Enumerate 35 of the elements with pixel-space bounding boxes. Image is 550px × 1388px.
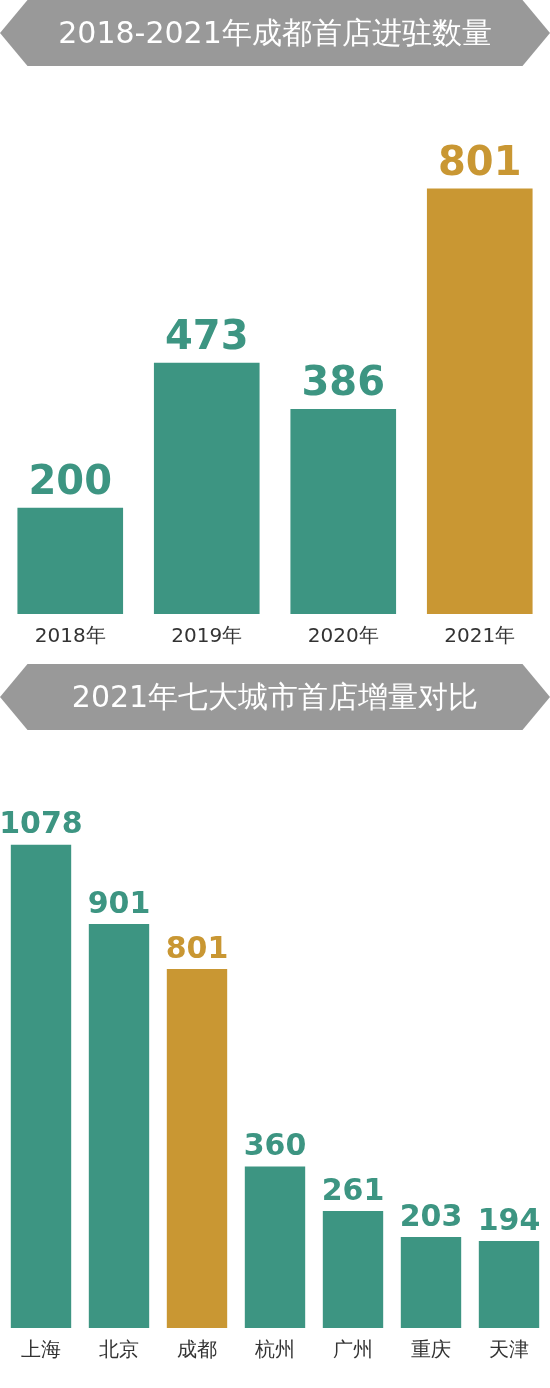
chart-title: 2018-2021年成都首店进驻数量 <box>0 0 550 66</box>
data-label: 200 <box>28 457 112 504</box>
data-label: 360 <box>243 1127 307 1163</box>
bar <box>153 362 260 614</box>
bar <box>244 1166 306 1328</box>
bar <box>322 1210 384 1328</box>
bar <box>166 968 228 1328</box>
x-tick-label: 2021年 <box>444 623 516 648</box>
data-label: 1078 <box>0 805 83 841</box>
x-tick-label: 北京 <box>99 1337 139 1362</box>
bar <box>290 408 397 614</box>
data-label: 473 <box>165 312 249 359</box>
data-label: 194 <box>477 1201 541 1237</box>
data-label: 801 <box>165 929 229 965</box>
x-tick-label: 广州 <box>333 1337 373 1362</box>
x-tick-label: 杭州 <box>254 1337 295 1362</box>
x-tick-label: 2019年 <box>171 623 243 648</box>
data-label: 801 <box>438 137 522 184</box>
x-tick-label: 上海 <box>21 1337 61 1362</box>
x-tick-label: 天津 <box>489 1337 529 1362</box>
bar <box>17 507 124 614</box>
data-label: 261 <box>321 1171 385 1207</box>
bar <box>400 1236 462 1328</box>
x-tick-label: 成都 <box>177 1337 217 1362</box>
bar <box>10 844 72 1328</box>
x-tick-label: 重庆 <box>411 1337 451 1362</box>
data-label: 901 <box>87 884 151 920</box>
data-label: 203 <box>399 1197 463 1233</box>
x-tick-label: 2018年 <box>34 623 106 648</box>
bar <box>88 924 150 1328</box>
bar <box>478 1241 540 1328</box>
data-label: 386 <box>301 358 385 405</box>
bar <box>426 188 533 614</box>
chart-title: 2021年七大城市首店增量对比 <box>0 664 550 730</box>
x-tick-label: 2020年 <box>307 623 379 648</box>
